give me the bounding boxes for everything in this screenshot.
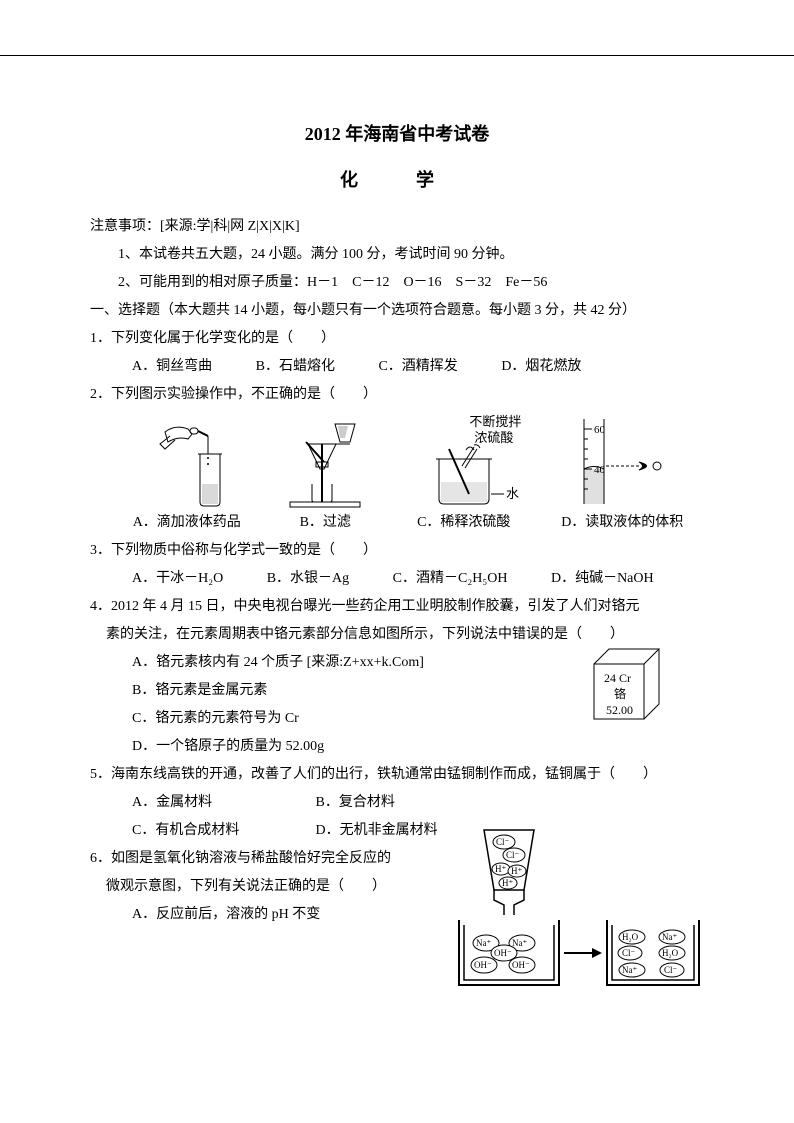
q2-fig-a	[150, 414, 240, 509]
q4-element-box: 24 Cr 铬 52.00	[584, 644, 674, 735]
svg-text:Na⁺: Na⁺	[622, 965, 637, 975]
q4-opt-d: D．一个铬原子的质量为 52.00g	[90, 733, 704, 761]
svg-text:铬: 铬	[614, 686, 626, 701]
q2-opt-c: C．稀释浓硫酸	[399, 509, 529, 537]
reaction-diagram-icon: Cl⁻ Cl⁻ H⁺ H⁺ H⁺ Na⁺ Na⁺ OH⁻ OH⁻ OH⁻ H₂O…	[444, 825, 704, 995]
svg-text:24 Cr: 24 Cr	[604, 671, 631, 685]
q3-opt-b: B．水银－Ag	[267, 565, 349, 593]
q2-option-labels: A．滴加液体药品 B．过滤 C．稀释浓硫酸 D．读取液体的体积	[90, 509, 704, 537]
q5-opt-a: A．金属材料	[132, 789, 312, 817]
q3-opt-c: C．酒精－C₂H₅OH	[393, 565, 508, 593]
exam-subject: 化 学	[90, 162, 704, 198]
svg-text:H₂O: H₂O	[622, 932, 639, 942]
q2-stem: 2．下列图示实验操作中，不正确的是（ ）	[90, 381, 704, 409]
svg-text:H⁺: H⁺	[511, 866, 522, 876]
svg-text:60: 60	[594, 424, 606, 436]
q5-stem: 5．海南东线高铁的开通，改善了人们的出行，铁轨通常由锰铜制作而成，锰铜属于（ ）	[90, 761, 704, 789]
q1-options: A．铜丝弯曲 B．石蜡熔化 C．酒精挥发 D．烟花燃放	[90, 353, 704, 381]
q1-opt-d: D．烟花燃放	[501, 353, 581, 381]
svg-text:H₂O: H₂O	[662, 948, 679, 958]
q1-opt-a: A．铜丝弯曲	[132, 353, 212, 381]
q4-stem-2: 素的关注，在元素周期表中铬元素部分信息如图所示，下列说法中错误的是（ ）	[90, 621, 704, 649]
q2-opt-d: D．读取液体的体积	[552, 509, 692, 537]
q2-c-label-acid: 浓硫酸	[474, 430, 513, 447]
q4-stem-1: 4．2012 年 4 月 15 日，中央电视台曝光一些药企用工业明胶制作胶囊，引…	[90, 593, 704, 621]
q2-opt-a: A．滴加液体药品	[122, 509, 252, 537]
read-volume-icon: 60 40	[564, 414, 664, 509]
q3-opt-d: D．纯碱－NaOH	[551, 565, 654, 593]
notice-item-2: 2、可能用到的相对原子质量：H－1 C－12 O－16 S－32 Fe－56	[90, 269, 704, 297]
element-cell-icon: 24 Cr 铬 52.00	[584, 644, 674, 724]
section-1-heading: 一、选择题（本大题共 14 小题，每小题只有一个选项符合题意。每小题 3 分，共…	[90, 297, 704, 325]
q3-options: A．干冰－H₂O B．水银－Ag C．酒精－C₂H₅OH D．纯碱－NaOH	[90, 565, 704, 593]
svg-text:52.00: 52.00	[606, 703, 633, 717]
svg-text:OH⁻: OH⁻	[494, 948, 512, 958]
notice-label: 注意事项：[来源:学|科|网 Z|X|X|K]	[90, 213, 704, 241]
svg-text:Cl⁻: Cl⁻	[622, 948, 636, 958]
q2-fig-c: 不断搅拌 浓硫酸 水	[414, 414, 524, 509]
q1-opt-b: B．石蜡熔化	[256, 353, 335, 381]
svg-text:H⁺: H⁺	[502, 878, 513, 888]
q2-opt-b: B．过滤	[275, 509, 375, 537]
svg-text:H⁺: H⁺	[495, 864, 506, 874]
q2-fig-b	[280, 414, 375, 509]
q2-fig-d: 60 40	[564, 414, 664, 509]
q1-opt-c: C．酒精挥发	[378, 353, 457, 381]
q5-opt-c: C．有机合成材料	[132, 817, 312, 845]
q5-options-row1: A．金属材料 B．复合材料	[90, 789, 704, 817]
filter-icon	[280, 414, 375, 509]
q2-c-label-stir: 不断搅拌	[469, 414, 521, 431]
svg-text:Na⁺: Na⁺	[512, 938, 527, 948]
q1-stem: 1．下列变化属于化学变化的是（ ）	[90, 325, 704, 353]
exam-title: 2012 年海南省中考试卷	[90, 116, 704, 152]
q3-opt-a: A．干冰－H₂O	[132, 565, 223, 593]
q6-figure: Cl⁻ Cl⁻ H⁺ H⁺ H⁺ Na⁺ Na⁺ OH⁻ OH⁻ OH⁻ H₂O…	[444, 825, 704, 1006]
svg-text:Na⁺: Na⁺	[662, 932, 677, 942]
svg-text:Na⁺: Na⁺	[476, 938, 491, 948]
q3-stem: 3．下列物质中俗称与化学式一致的是（ ）	[90, 537, 704, 565]
notice-item-1: 1、本试卷共五大题，24 小题。满分 100 分，考试时间 90 分钟。	[90, 241, 704, 269]
svg-text:Cl⁻: Cl⁻	[664, 965, 678, 975]
svg-text:Cl⁻: Cl⁻	[496, 837, 510, 847]
dilute-icon: 水	[414, 444, 524, 509]
q2-figures: 不断搅拌 浓硫酸 水 60	[90, 409, 704, 509]
svg-text:Cl⁻: Cl⁻	[506, 850, 520, 860]
svg-text:OH⁻: OH⁻	[512, 960, 530, 970]
q5-opt-d: D．无机非金属材料	[316, 817, 496, 845]
dropper-icon	[150, 414, 240, 509]
q5-opt-b: B．复合材料	[316, 789, 496, 817]
svg-text:OH⁻: OH⁻	[474, 960, 492, 970]
svg-text:水: 水	[506, 486, 519, 501]
